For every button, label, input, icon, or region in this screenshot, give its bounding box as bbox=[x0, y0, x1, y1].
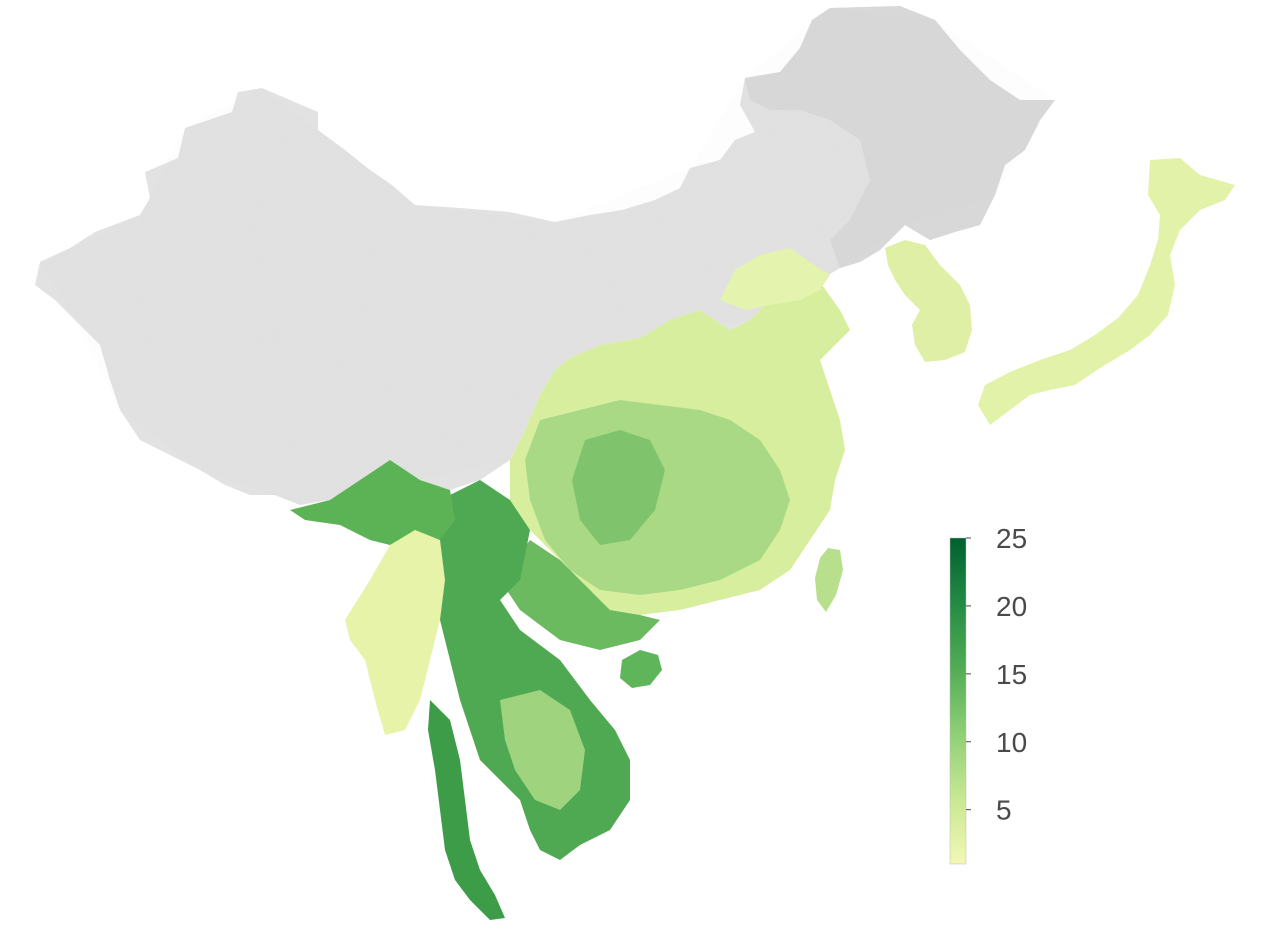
region-myanmar-north bbox=[290, 460, 455, 545]
colorbar-tick-label: 25 bbox=[996, 523, 1027, 554]
colorbar-gradient bbox=[949, 537, 967, 865]
nodata-land bbox=[35, 6, 1055, 505]
colorbar-legend: 25 20 15 10 5 bbox=[949, 523, 1027, 865]
colorbar-tick-label: 10 bbox=[996, 727, 1027, 758]
colorbar-tick-label: 5 bbox=[996, 795, 1012, 826]
region-taiwan bbox=[815, 548, 843, 612]
shading-texture bbox=[40, 8, 1055, 505]
region-korean-peninsula bbox=[885, 240, 972, 362]
region-indochina-light bbox=[500, 690, 585, 810]
data-land bbox=[290, 158, 1235, 920]
region-hotspot-central bbox=[572, 430, 665, 545]
region-peninsula bbox=[428, 700, 505, 920]
region-south-china bbox=[500, 540, 660, 650]
colorbar-tick-label: 15 bbox=[996, 659, 1027, 690]
colorbar-ticks: 25 20 15 10 5 bbox=[966, 523, 1027, 826]
region-hainan bbox=[620, 650, 662, 688]
region-north-china-fringe bbox=[720, 248, 830, 310]
colorbar-tick-label: 20 bbox=[996, 591, 1027, 622]
region-myanmar-west-coast bbox=[345, 530, 445, 735]
region-japan-archipelago bbox=[978, 158, 1235, 425]
